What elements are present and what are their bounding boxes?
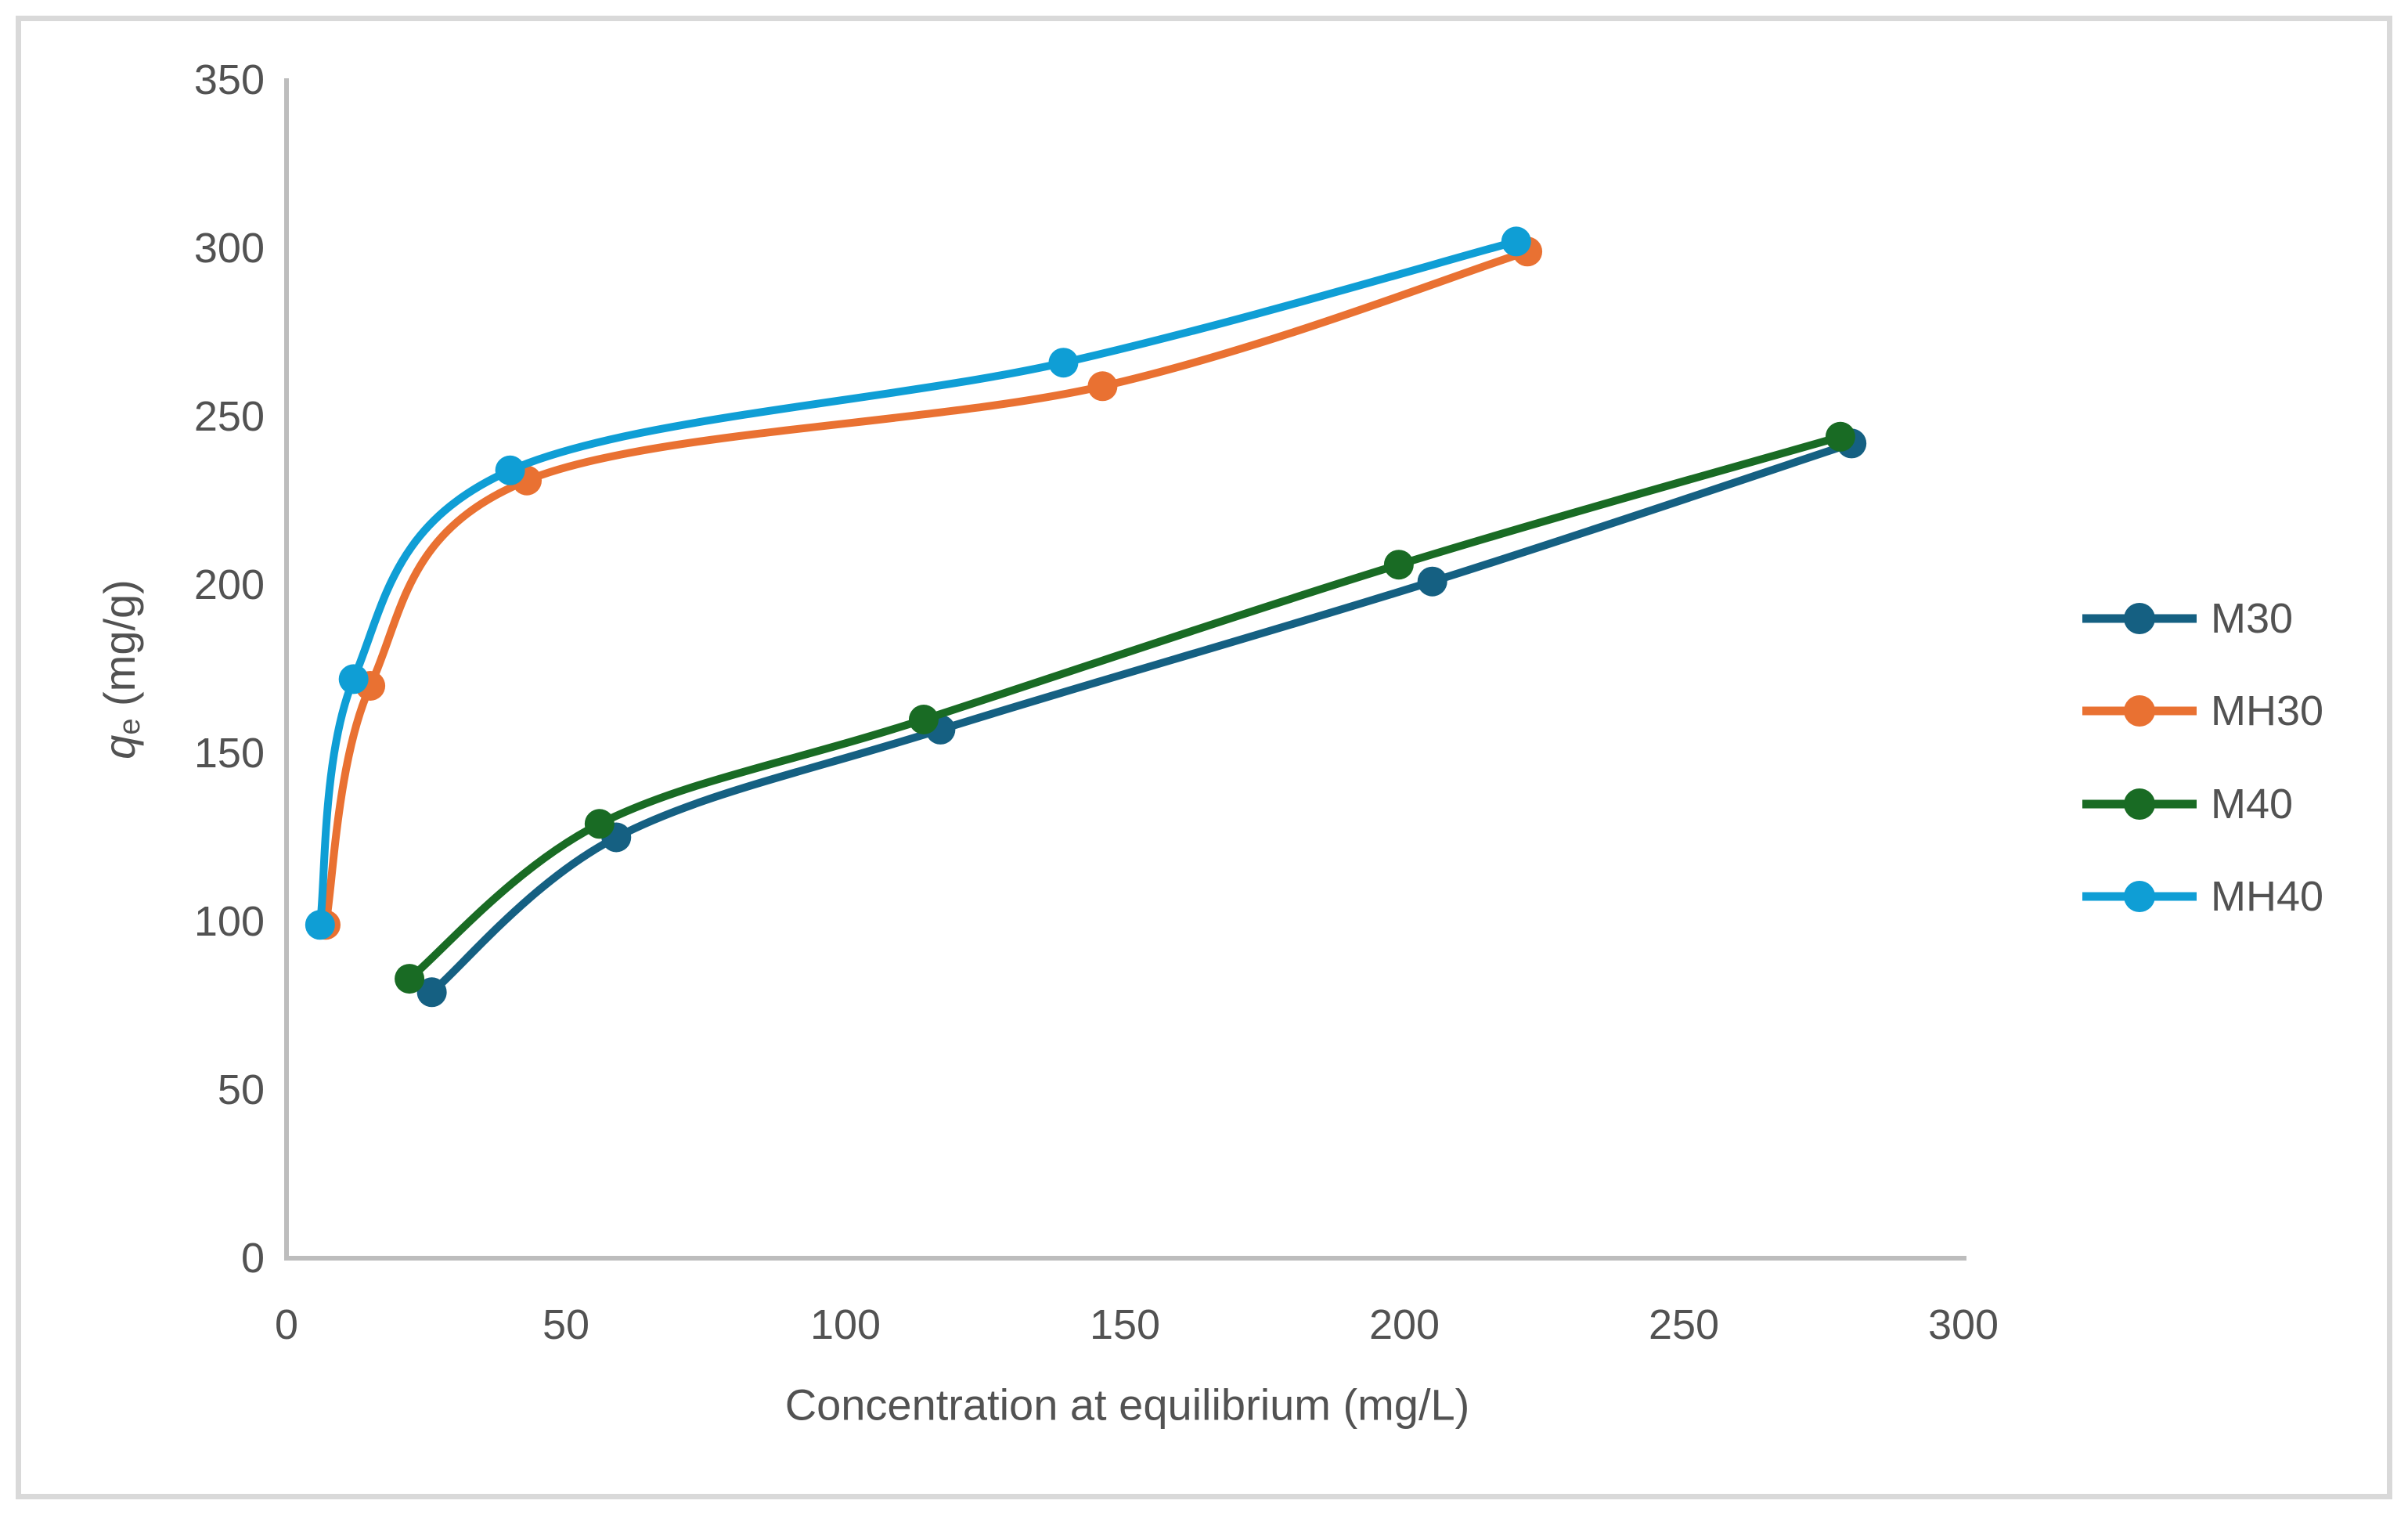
y-axis-title: qe (mg/g): [95, 579, 147, 759]
legend-marker-MH30: [2124, 695, 2155, 727]
point-M40-1: [584, 809, 615, 839]
point-MH40-3: [1048, 348, 1079, 378]
series-line-MH30: [321, 247, 1532, 929]
x-tick-label-300: 300: [1928, 1301, 1999, 1348]
y-tick-label-300: 300: [194, 225, 265, 272]
legend-item-MH40: MH40: [2082, 873, 2323, 920]
y-tick-label-50: 50: [218, 1066, 265, 1113]
point-M40-0: [395, 964, 425, 994]
legend-marker-M40: [2124, 788, 2155, 820]
series-line-M30: [427, 439, 1856, 997]
y-tick-label-0: 0: [241, 1235, 265, 1282]
x-axis-title: Concentration at equilibrium (mg/L): [785, 1380, 1470, 1430]
y-tick-label-100: 100: [194, 898, 265, 945]
x-tick-label-50: 50: [543, 1301, 589, 1348]
x-tick-label-200: 200: [1369, 1301, 1440, 1348]
point-M40-3: [1383, 550, 1414, 580]
legend-label-M40: M40: [2211, 781, 2293, 828]
point-M30-3: [1417, 566, 1447, 597]
x-tick-label-150: 150: [1090, 1301, 1160, 1348]
point-M30-0: [416, 977, 447, 1008]
legend-item-M30: M30: [2082, 595, 2293, 642]
point-MH40-4: [1501, 226, 1531, 257]
point-MH40-0: [305, 910, 335, 940]
legend-marker-M30: [2124, 603, 2155, 634]
point-M40-4: [1825, 421, 1855, 452]
y-tick-label-250: 250: [194, 393, 265, 440]
legend-item-MH30: MH30: [2082, 687, 2323, 734]
y-tick-label-350: 350: [194, 56, 265, 103]
x-tick-label-0: 0: [275, 1301, 298, 1348]
x-tick-label-250: 250: [1649, 1301, 1719, 1348]
legend-label-MH30: MH30: [2211, 687, 2323, 734]
point-MH30-3: [1087, 371, 1118, 402]
point-MH40-2: [495, 455, 525, 485]
point-MH40-1: [338, 664, 369, 694]
y-tick-label-150: 150: [194, 730, 265, 777]
legend-item-M40: M40: [2082, 781, 2293, 828]
series-line-M40: [406, 432, 1844, 983]
y-tick-label-200: 200: [194, 561, 265, 608]
legend-label-MH40: MH40: [2211, 873, 2323, 920]
legend-marker-MH40: [2124, 881, 2155, 912]
series-line-MH40: [315, 237, 1520, 929]
point-M40-2: [908, 705, 939, 734]
x-tick-label-100: 100: [810, 1301, 881, 1348]
legend-label-M30: M30: [2211, 595, 2293, 642]
